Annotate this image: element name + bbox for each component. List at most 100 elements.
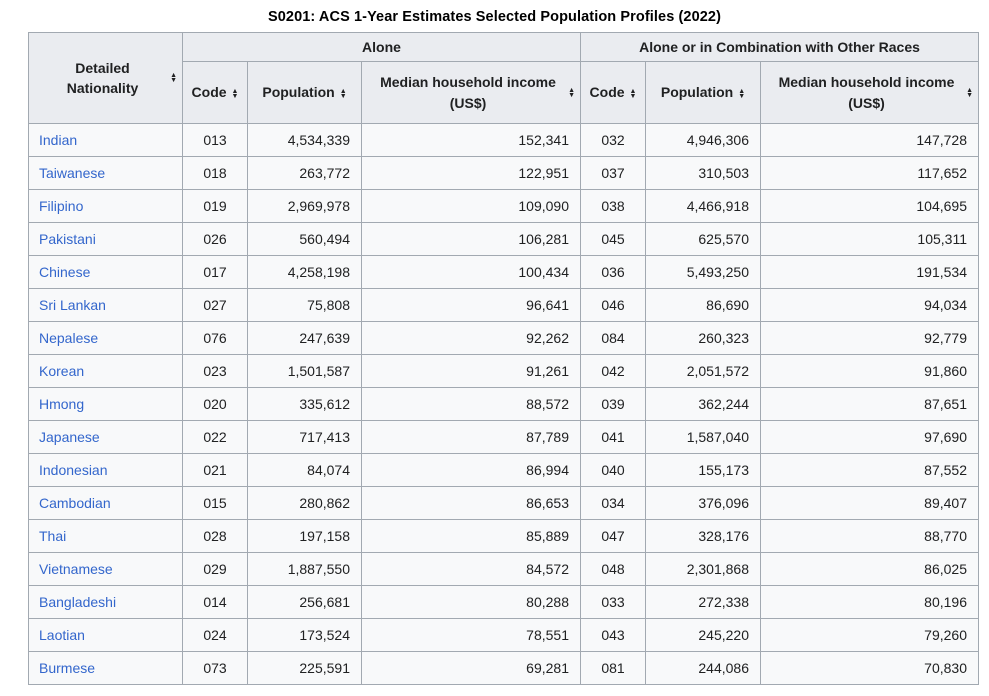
nationality-link[interactable]: Laotian (39, 627, 85, 643)
table-row: Nepalese 076 247,639 92,262 084 260,323 … (28, 321, 979, 355)
nationality-link[interactable]: Bangladeshi (39, 594, 117, 610)
column-header-label: Population (262, 84, 335, 101)
combined-code-cell: 048 (580, 552, 646, 586)
combined-population-cell: 272,338 (645, 585, 761, 619)
combined-population-cell: 625,570 (645, 222, 761, 256)
alone-code-cell: 073 (182, 651, 248, 685)
combined-income-cell: 89,407 (760, 486, 979, 520)
nationality-link[interactable]: Taiwanese (39, 165, 106, 181)
nationality-cell: Vietnamese (28, 552, 183, 586)
combined-code-cell: 084 (580, 321, 646, 355)
combined-code-cell: 040 (580, 453, 646, 487)
nationality-cell: Bangladeshi (28, 585, 183, 619)
alone-code-cell: 022 (182, 420, 248, 454)
nationality-cell: Nepalese (28, 321, 183, 355)
column-header-alone-income[interactable]: Median household income (US$) ▲ ▼ (361, 61, 581, 124)
alone-population-cell: 225,591 (247, 651, 362, 685)
combined-income-cell: 86,025 (760, 552, 979, 586)
combined-code-cell: 038 (580, 189, 646, 223)
nationality-link[interactable]: Cambodian (39, 495, 111, 511)
combined-population-cell: 2,051,572 (645, 354, 761, 388)
alone-population-cell: 263,772 (247, 156, 362, 190)
column-header-label: Code (191, 84, 227, 101)
combined-income-cell: 97,690 (760, 420, 979, 454)
combined-population-cell: 86,690 (645, 288, 761, 322)
column-header-combined-code[interactable]: Code ▲ ▼ (580, 61, 646, 124)
alone-population-cell: 75,808 (247, 288, 362, 322)
table-row: Bangladeshi 014 256,681 80,288 033 272,3… (28, 585, 979, 619)
nationality-link[interactable]: Vietnamese (39, 561, 113, 577)
table-row: Pakistani 026 560,494 106,281 045 625,57… (28, 222, 979, 256)
alone-population-cell: 280,862 (247, 486, 362, 520)
combined-code-cell: 036 (580, 255, 646, 289)
nationality-cell: Filipino (28, 189, 183, 223)
nationality-link[interactable]: Nepalese (39, 330, 99, 346)
nationality-link[interactable]: Filipino (39, 198, 84, 214)
combined-income-cell: 191,534 (760, 255, 979, 289)
alone-income-cell: 80,288 (361, 585, 581, 619)
table-row: Chinese 017 4,258,198 100,434 036 5,493,… (28, 255, 979, 289)
combined-population-cell: 328,176 (645, 519, 761, 553)
sort-icon: ▲ ▼ (170, 72, 177, 84)
nationality-cell: Indonesian (28, 453, 183, 487)
combined-income-cell: 80,196 (760, 585, 979, 619)
combined-income-cell: 104,695 (760, 189, 979, 223)
table-row: Vietnamese 029 1,887,550 84,572 048 2,30… (28, 552, 979, 586)
column-header-alone-code[interactable]: Code ▲ ▼ (182, 61, 248, 124)
nationality-link[interactable]: Japanese (39, 429, 100, 445)
nationality-cell: Korean (28, 354, 183, 388)
table-row: Indonesian 021 84,074 86,994 040 155,173… (28, 453, 979, 487)
combined-income-cell: 147,728 (760, 123, 979, 157)
nationality-link[interactable]: Chinese (39, 264, 91, 280)
combined-population-cell: 1,587,040 (645, 420, 761, 454)
column-header-alone-population[interactable]: Population ▲ ▼ (247, 61, 362, 124)
column-group-label: Alone or in Combination with Other Races (639, 38, 920, 55)
column-header-label: Median household income (US$) (778, 74, 955, 111)
alone-income-cell: 92,262 (361, 321, 581, 355)
alone-population-cell: 173,524 (247, 618, 362, 652)
column-header-nationality[interactable]: Detailed Nationality ▲ ▼ (28, 32, 183, 124)
nationality-link[interactable]: Korean (39, 363, 85, 379)
combined-code-cell: 045 (580, 222, 646, 256)
combined-code-cell: 081 (580, 651, 646, 685)
alone-income-cell: 106,281 (361, 222, 581, 256)
nationality-cell: Japanese (28, 420, 183, 454)
alone-population-cell: 84,074 (247, 453, 362, 487)
table-caption: S0201: ACS 1-Year Estimates Selected Pop… (267, 9, 722, 25)
alone-income-cell: 152,341 (361, 123, 581, 157)
table-row: Thai 028 197,158 85,889 047 328,176 88,7… (28, 519, 979, 553)
alone-population-cell: 4,258,198 (247, 255, 362, 289)
alone-code-cell: 023 (182, 354, 248, 388)
alone-population-cell: 560,494 (247, 222, 362, 256)
alone-population-cell: 717,413 (247, 420, 362, 454)
sort-icon: ▲ ▼ (339, 87, 347, 100)
combined-income-cell: 91,860 (760, 354, 979, 388)
combined-population-cell: 4,466,918 (645, 189, 761, 223)
alone-population-cell: 256,681 (247, 585, 362, 619)
alone-income-cell: 86,653 (361, 486, 581, 520)
combined-population-cell: 260,323 (645, 321, 761, 355)
nationality-link[interactable]: Burmese (39, 660, 96, 676)
combined-code-cell: 032 (580, 123, 646, 157)
nationality-link[interactable]: Indian (39, 132, 78, 148)
sort-icon: ▲ ▼ (966, 86, 973, 99)
nationality-link[interactable]: Sri Lankan (39, 297, 106, 313)
column-header-combined-population[interactable]: Population ▲ ▼ (645, 61, 761, 124)
nationality-link[interactable]: Pakistani (39, 231, 96, 247)
nationality-link[interactable]: Thai (39, 528, 67, 544)
combined-population-cell: 362,244 (645, 387, 761, 421)
population-profiles-table: Detailed Nationality ▲ ▼ Alone Alone or i… (28, 32, 979, 685)
combined-income-cell: 105,311 (760, 222, 979, 256)
alone-code-cell: 018 (182, 156, 248, 190)
combined-code-cell: 039 (580, 387, 646, 421)
nationality-link[interactable]: Indonesian (39, 462, 108, 478)
alone-code-cell: 020 (182, 387, 248, 421)
nationality-link[interactable]: Hmong (39, 396, 85, 412)
column-group-label: Alone (362, 38, 401, 55)
combined-population-cell: 155,173 (645, 453, 761, 487)
column-header-combined-income[interactable]: Median household income (US$) ▲ ▼ (760, 61, 979, 124)
combined-code-cell: 034 (580, 486, 646, 520)
table-row: Sri Lankan 027 75,808 96,641 046 86,690 … (28, 288, 979, 322)
alone-income-cell: 85,889 (361, 519, 581, 553)
